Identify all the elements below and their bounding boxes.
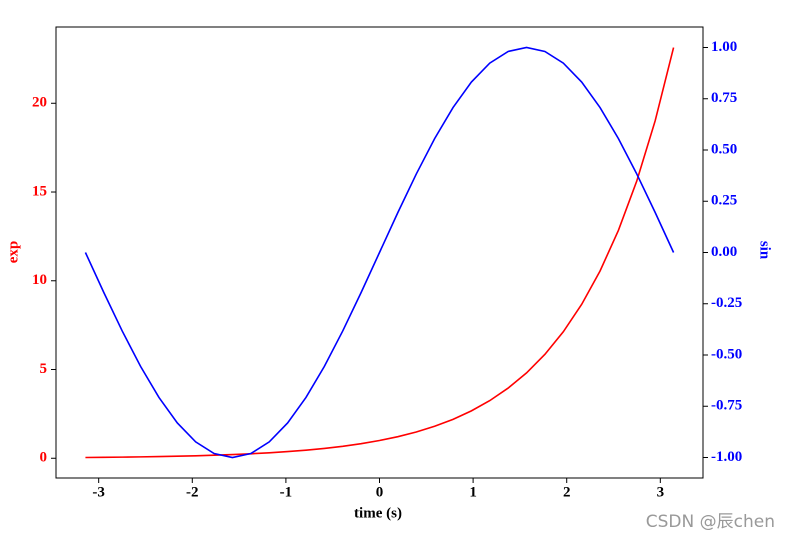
y2-axis-label: sin [757, 241, 773, 260]
y-tick-label: 5 [40, 361, 48, 377]
y-tick-label: 15 [32, 183, 47, 199]
y2-tick-label: -0.75 [711, 398, 742, 414]
y-tick-label: 20 [32, 95, 47, 111]
y2-tick-label: -0.25 [711, 295, 742, 311]
y2-tick-label: 0.50 [711, 141, 737, 157]
x-tick-label: -3 [92, 484, 105, 500]
x-tick-label: -1 [280, 484, 293, 500]
y-tick-label: 0 [40, 450, 48, 466]
y2-tick-label: 0.75 [711, 90, 737, 106]
line-0 [85, 47, 675, 459]
y2-tick-label: 1.00 [711, 39, 737, 55]
y-axis-label: exp [5, 241, 21, 264]
x-tick-label: 2 [563, 484, 571, 500]
y2-tick-label: -0.50 [711, 346, 742, 362]
x-axis-label: time (s) [354, 505, 402, 521]
x-tick-label: 3 [657, 484, 665, 500]
x-tick-label: -2 [186, 484, 199, 500]
x-tick-label: 1 [469, 484, 477, 500]
y-tick-label: 10 [32, 272, 47, 288]
y2-tick-label: 0.25 [711, 193, 737, 209]
y2-tick-label: -1.00 [711, 449, 742, 465]
line-1 [84, 46, 675, 459]
y2-tick-label: 0.00 [711, 244, 737, 260]
watermark: CSDN @辰chen [646, 512, 775, 532]
x-tick-label: 0 [376, 484, 384, 500]
